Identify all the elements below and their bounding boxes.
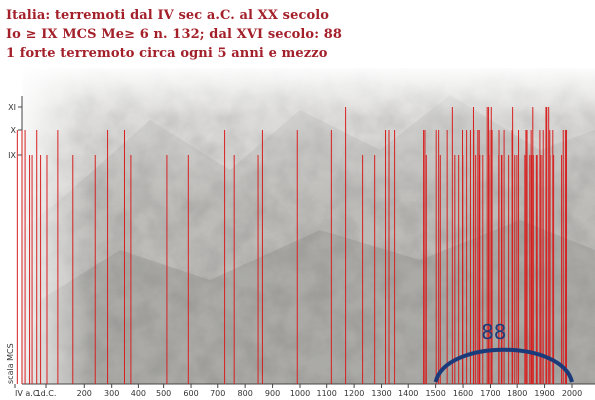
arc-label: 88 bbox=[481, 320, 506, 344]
x-tick-label: 1100 bbox=[317, 389, 337, 398]
x-tick-label: 1900 bbox=[534, 389, 554, 398]
y-tick-label: X bbox=[11, 126, 17, 135]
y-axis-title: scala MCS bbox=[6, 343, 15, 384]
x-tick-label: 200 bbox=[77, 389, 92, 398]
x-tick-label: 300 bbox=[104, 389, 119, 398]
x-tick-label: 1d.C. bbox=[36, 389, 57, 398]
x-tick-label: 600 bbox=[183, 389, 198, 398]
x-tick-label: 700 bbox=[210, 389, 225, 398]
x-tick-label: 1500 bbox=[425, 389, 445, 398]
x-tick-label: 400 bbox=[131, 389, 146, 398]
earthquake-bars bbox=[16, 107, 568, 384]
x-tick-label: 1300 bbox=[371, 389, 391, 398]
x-tick-label: IV a.C. bbox=[15, 389, 41, 398]
y-axis: XI X IX scala MCS bbox=[6, 96, 23, 384]
x-tick-label: 1700 bbox=[480, 389, 500, 398]
chart-subtitle-stats: Io ≥ IX MCS Me≥ 6 n. 132; dal XVI secolo… bbox=[6, 27, 343, 42]
title-block: Italia: terremoti dal IV sec a.C. al XX … bbox=[6, 6, 342, 63]
x-tick-label: 800 bbox=[238, 389, 253, 398]
x-tick-label: 500 bbox=[156, 389, 171, 398]
y-tick-label: IX bbox=[8, 151, 16, 160]
x-tick-label: 1200 bbox=[344, 389, 364, 398]
x-tick-label: 1600 bbox=[453, 389, 473, 398]
chart-subtitle-frequency: 1 forte terremoto circa ogni 5 anni e me… bbox=[6, 46, 328, 61]
x-tick-label: 1000 bbox=[290, 389, 310, 398]
x-tick-label: 2000 bbox=[562, 389, 582, 398]
x-axis: IV a.C.1d.C. 200 300 400 500 600 700 800 900 1000… bbox=[14, 383, 595, 400]
x-tick-label: 1400 bbox=[398, 389, 418, 398]
y-tick-label: XI bbox=[8, 103, 16, 112]
x-tick-label: 900 bbox=[265, 389, 280, 398]
arc-annotation: 88 bbox=[433, 320, 574, 383]
chart-title: Italia: terremoti dal IV sec a.C. al XX … bbox=[6, 8, 330, 23]
arc-line bbox=[433, 347, 574, 383]
x-tick-label: 1800 bbox=[507, 389, 527, 398]
